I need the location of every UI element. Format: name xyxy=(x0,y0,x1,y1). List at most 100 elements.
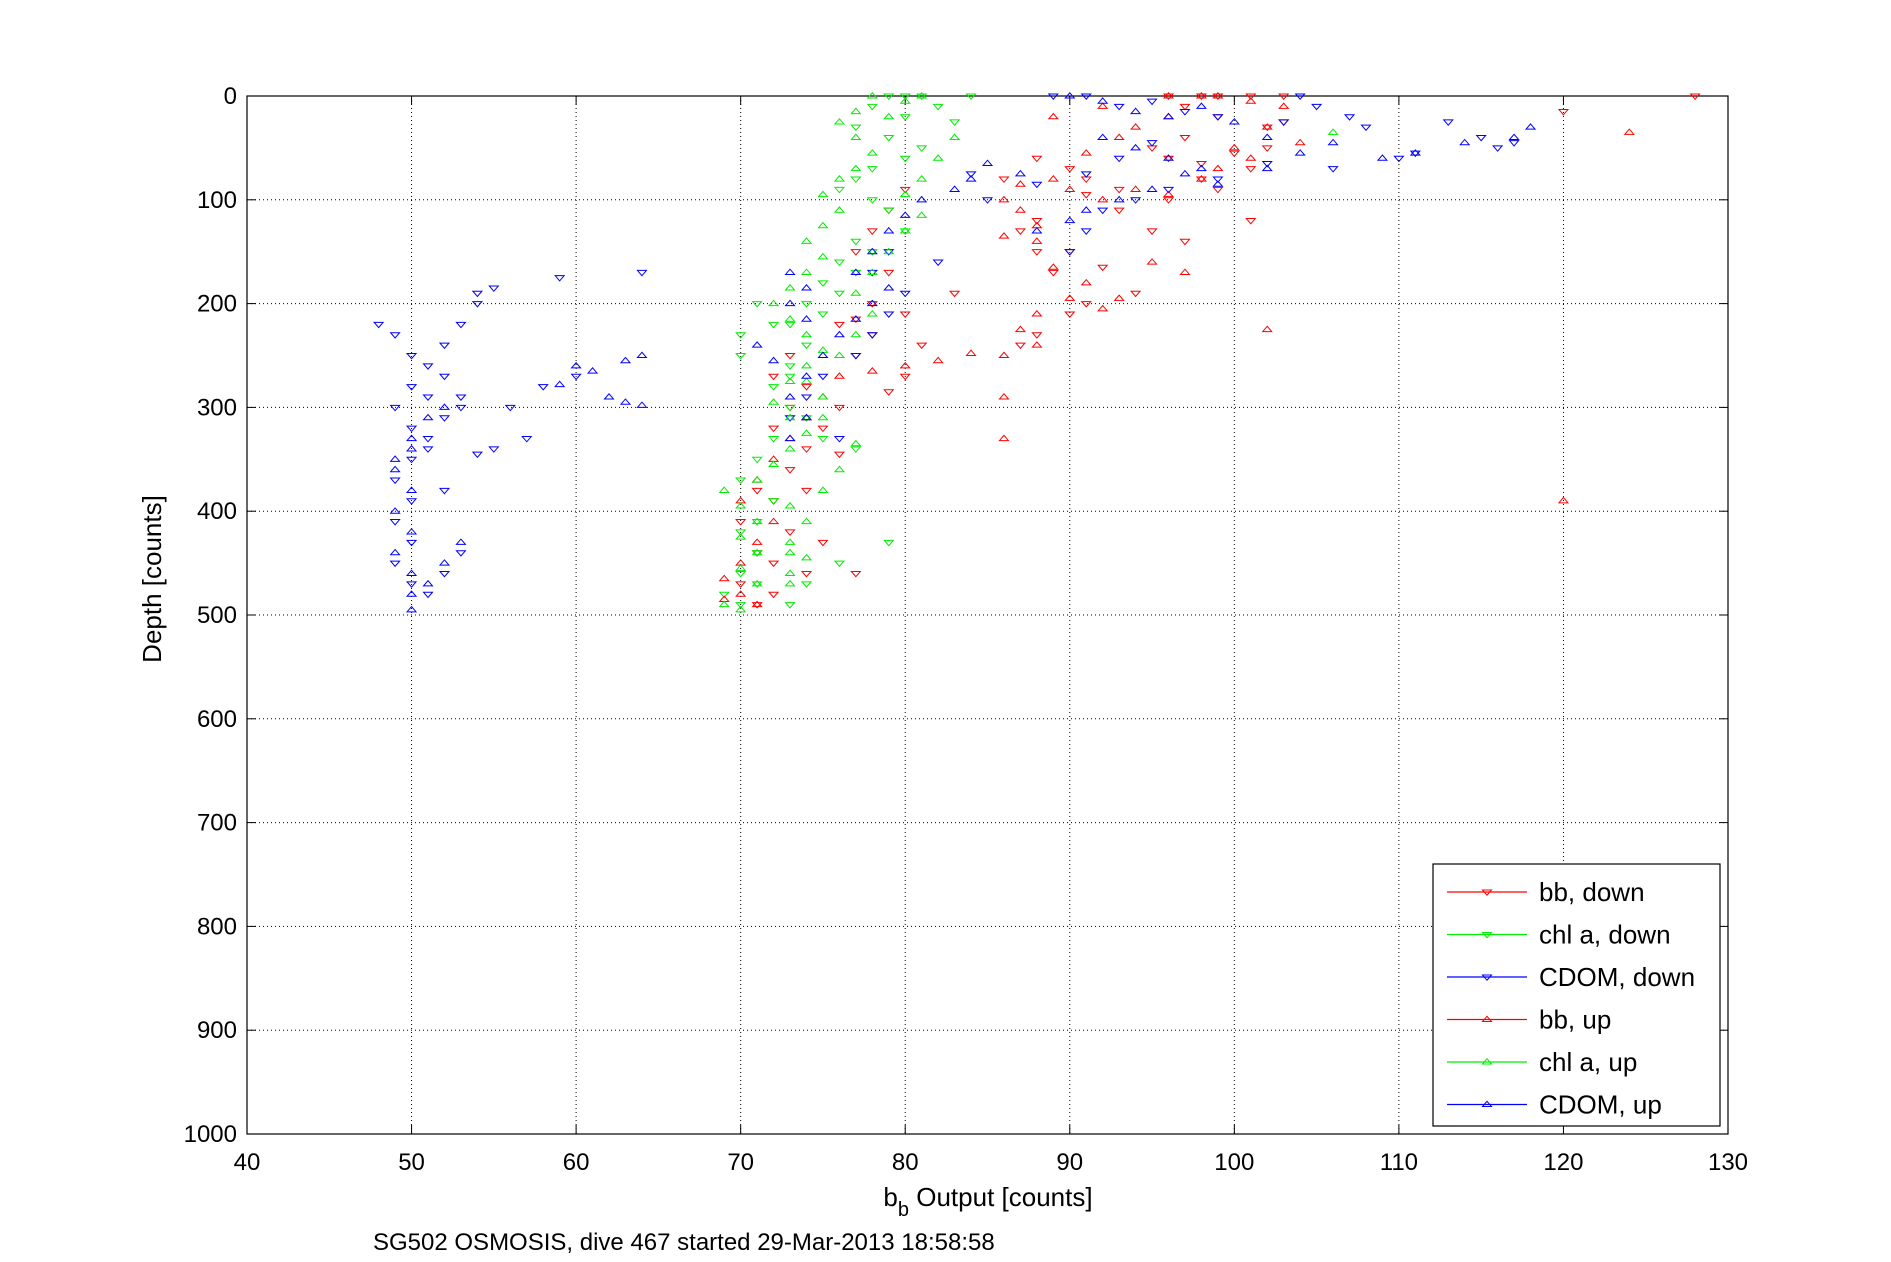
data-point xyxy=(883,247,895,255)
y-tick-label: 1000 xyxy=(184,1121,237,1148)
data-point xyxy=(1195,164,1208,172)
data-point xyxy=(1146,185,1158,192)
data-point xyxy=(784,315,796,322)
data-point xyxy=(1146,258,1158,265)
data-point xyxy=(1047,112,1059,120)
data-point xyxy=(1080,93,1092,101)
data-point xyxy=(850,133,862,141)
data-point xyxy=(735,519,747,526)
data-point xyxy=(899,190,911,198)
y-tick-label: 800 xyxy=(197,913,237,940)
data-point xyxy=(1327,138,1339,146)
legend: bb, down chl a, down CDOM, down bb, up chl a… xyxy=(1432,863,1721,1127)
data-point xyxy=(784,415,796,422)
data-point xyxy=(1064,311,1076,318)
data-point xyxy=(1080,228,1092,235)
data-point xyxy=(965,171,977,178)
data-point xyxy=(1162,186,1175,194)
data-point xyxy=(784,444,796,452)
data-point xyxy=(1524,123,1537,130)
data-point xyxy=(767,299,780,307)
data-point xyxy=(833,351,845,359)
data-point xyxy=(899,114,911,121)
data-point xyxy=(883,269,895,277)
data-point xyxy=(883,112,895,120)
data-point xyxy=(833,372,845,379)
legend-marker xyxy=(1481,1015,1493,1023)
data-point xyxy=(800,581,813,588)
data-point xyxy=(1195,93,1208,101)
data-point xyxy=(1327,166,1339,173)
x-axis-label: bb Output [counts] xyxy=(883,1182,1092,1221)
data-point xyxy=(784,529,796,536)
data-point xyxy=(389,455,401,462)
data-point xyxy=(405,605,418,613)
data-point xyxy=(471,301,483,308)
series-0 xyxy=(735,93,1701,609)
y-tick-label: 100 xyxy=(197,187,237,214)
data-point xyxy=(1278,102,1290,109)
data-point xyxy=(735,564,747,571)
data-point xyxy=(1014,169,1026,177)
data-point xyxy=(1113,155,1125,163)
data-point xyxy=(1557,109,1570,116)
data-point xyxy=(1459,138,1471,146)
data-point xyxy=(800,361,813,369)
data-point xyxy=(405,498,418,505)
data-point xyxy=(1130,107,1142,115)
data-point xyxy=(751,487,763,495)
data-point xyxy=(916,195,928,203)
data-point xyxy=(899,93,911,101)
data-point xyxy=(1047,263,1059,270)
data-point xyxy=(1047,93,1059,101)
data-point xyxy=(1508,133,1520,141)
data-point xyxy=(998,393,1010,400)
data-marks xyxy=(373,91,1701,613)
y-tick-label: 500 xyxy=(197,602,237,629)
data-point xyxy=(965,93,977,101)
data-point xyxy=(899,211,911,218)
data-point xyxy=(1278,119,1290,126)
data-point xyxy=(389,519,401,526)
x-tick-label: 130 xyxy=(1708,1149,1748,1176)
legend-marker xyxy=(1481,889,1493,897)
data-point xyxy=(1179,169,1191,177)
legend-entry: chl a, up xyxy=(1539,1047,1637,1077)
data-point xyxy=(438,559,451,566)
data-point xyxy=(817,436,829,443)
data-point xyxy=(751,538,763,545)
data-point xyxy=(1261,145,1273,152)
data-point xyxy=(784,393,796,400)
data-point xyxy=(1113,186,1125,194)
figure-caption: SG502 OSMOSIS, dive 467 started 29-Mar-2… xyxy=(373,1229,995,1256)
data-point xyxy=(455,538,467,545)
data-point xyxy=(965,349,977,356)
data-point xyxy=(389,560,401,568)
data-point xyxy=(1360,124,1372,132)
data-point xyxy=(767,436,780,443)
data-point xyxy=(438,373,451,381)
data-point xyxy=(537,384,549,391)
data-point xyxy=(800,384,813,391)
x-tick-label: 70 xyxy=(727,1149,754,1176)
data-point xyxy=(1097,264,1109,272)
data-point xyxy=(817,413,829,421)
y-axis-label: Depth [counts] xyxy=(137,495,167,663)
data-point xyxy=(1146,228,1158,235)
data-point xyxy=(866,247,878,255)
data-point xyxy=(1212,176,1224,184)
data-point xyxy=(438,570,451,578)
data-point xyxy=(899,155,911,163)
data-point xyxy=(850,446,862,453)
data-point xyxy=(735,581,747,588)
data-point xyxy=(735,590,747,597)
data-point xyxy=(998,176,1010,184)
data-point xyxy=(751,519,763,526)
data-point xyxy=(1162,91,1175,99)
data-point xyxy=(1179,134,1191,142)
data-point xyxy=(405,425,418,433)
data-point xyxy=(833,117,845,125)
data-point xyxy=(586,367,599,374)
data-point xyxy=(1195,175,1208,182)
data-point xyxy=(833,321,845,329)
